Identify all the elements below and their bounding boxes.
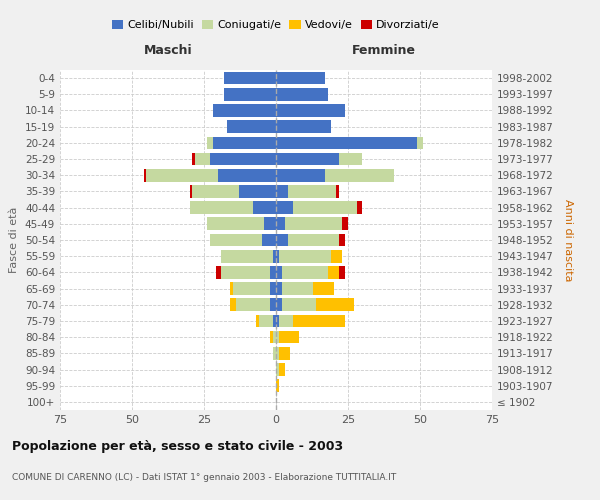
Bar [233, 282, 270, 295]
Bar [270, 266, 276, 278]
Bar [276, 104, 345, 117]
Bar [221, 250, 273, 262]
Bar [270, 282, 276, 295]
Bar [287, 185, 337, 198]
Bar [143, 169, 146, 181]
Bar [276, 185, 287, 198]
Bar [262, 234, 276, 246]
Bar [282, 298, 316, 311]
Bar [273, 250, 276, 262]
Bar [270, 298, 276, 311]
Bar [212, 104, 276, 117]
Bar [293, 314, 345, 328]
Bar [276, 266, 282, 278]
Bar [331, 250, 342, 262]
Bar [417, 136, 423, 149]
Y-axis label: Anni di nascita: Anni di nascita [563, 198, 573, 281]
Bar [239, 185, 276, 198]
Bar [218, 169, 276, 181]
Bar [293, 202, 356, 214]
Bar [265, 218, 276, 230]
Bar [276, 72, 325, 85]
Bar [340, 152, 362, 166]
Bar [276, 169, 325, 181]
Bar [190, 202, 253, 214]
Bar [340, 234, 345, 246]
Bar [193, 152, 196, 166]
Bar [276, 363, 279, 376]
Bar [190, 185, 193, 198]
Bar [276, 314, 279, 328]
Bar [276, 152, 340, 166]
Bar [276, 136, 417, 149]
Bar [146, 169, 218, 181]
Bar [313, 282, 334, 295]
Bar [279, 347, 290, 360]
Bar [276, 331, 279, 344]
Bar [328, 266, 340, 278]
Bar [253, 202, 276, 214]
Bar [215, 266, 221, 278]
Bar [282, 282, 313, 295]
Bar [256, 314, 259, 328]
Text: COMUNE DI CARENNO (LC) - Dati ISTAT 1° gennaio 2003 - Elaborazione TUTTITALIA.IT: COMUNE DI CARENNO (LC) - Dati ISTAT 1° g… [12, 473, 396, 482]
Bar [276, 88, 328, 101]
Bar [221, 266, 270, 278]
Bar [276, 347, 279, 360]
Text: Maschi: Maschi [143, 44, 193, 57]
Y-axis label: Fasce di età: Fasce di età [10, 207, 19, 273]
Bar [276, 120, 331, 133]
Legend: Celibi/Nubili, Coniugati/e, Vedovi/e, Divorziati/e: Celibi/Nubili, Coniugati/e, Vedovi/e, Di… [108, 16, 444, 35]
Bar [212, 136, 276, 149]
Bar [224, 88, 276, 101]
Bar [282, 266, 328, 278]
Bar [230, 282, 233, 295]
Bar [270, 331, 273, 344]
Bar [316, 298, 354, 311]
Bar [210, 234, 262, 246]
Bar [227, 120, 276, 133]
Bar [276, 298, 282, 311]
Bar [273, 331, 276, 344]
Bar [279, 250, 331, 262]
Bar [337, 185, 340, 198]
Bar [210, 152, 276, 166]
Bar [279, 363, 284, 376]
Bar [279, 314, 293, 328]
Bar [284, 218, 342, 230]
Text: Popolazione per età, sesso e stato civile - 2003: Popolazione per età, sesso e stato civil… [12, 440, 343, 453]
Bar [207, 136, 212, 149]
Text: Femmine: Femmine [352, 44, 416, 57]
Bar [273, 314, 276, 328]
Bar [276, 380, 279, 392]
Bar [279, 331, 299, 344]
Bar [224, 72, 276, 85]
Bar [276, 282, 282, 295]
Bar [196, 152, 210, 166]
Bar [259, 314, 273, 328]
Bar [356, 202, 362, 214]
Bar [287, 234, 340, 246]
Bar [276, 250, 279, 262]
Bar [273, 347, 276, 360]
Bar [236, 298, 270, 311]
Bar [276, 234, 287, 246]
Bar [276, 218, 284, 230]
Bar [340, 266, 345, 278]
Bar [325, 169, 394, 181]
Bar [193, 185, 239, 198]
Bar [342, 218, 348, 230]
Bar [207, 218, 265, 230]
Bar [230, 298, 236, 311]
Bar [276, 202, 293, 214]
